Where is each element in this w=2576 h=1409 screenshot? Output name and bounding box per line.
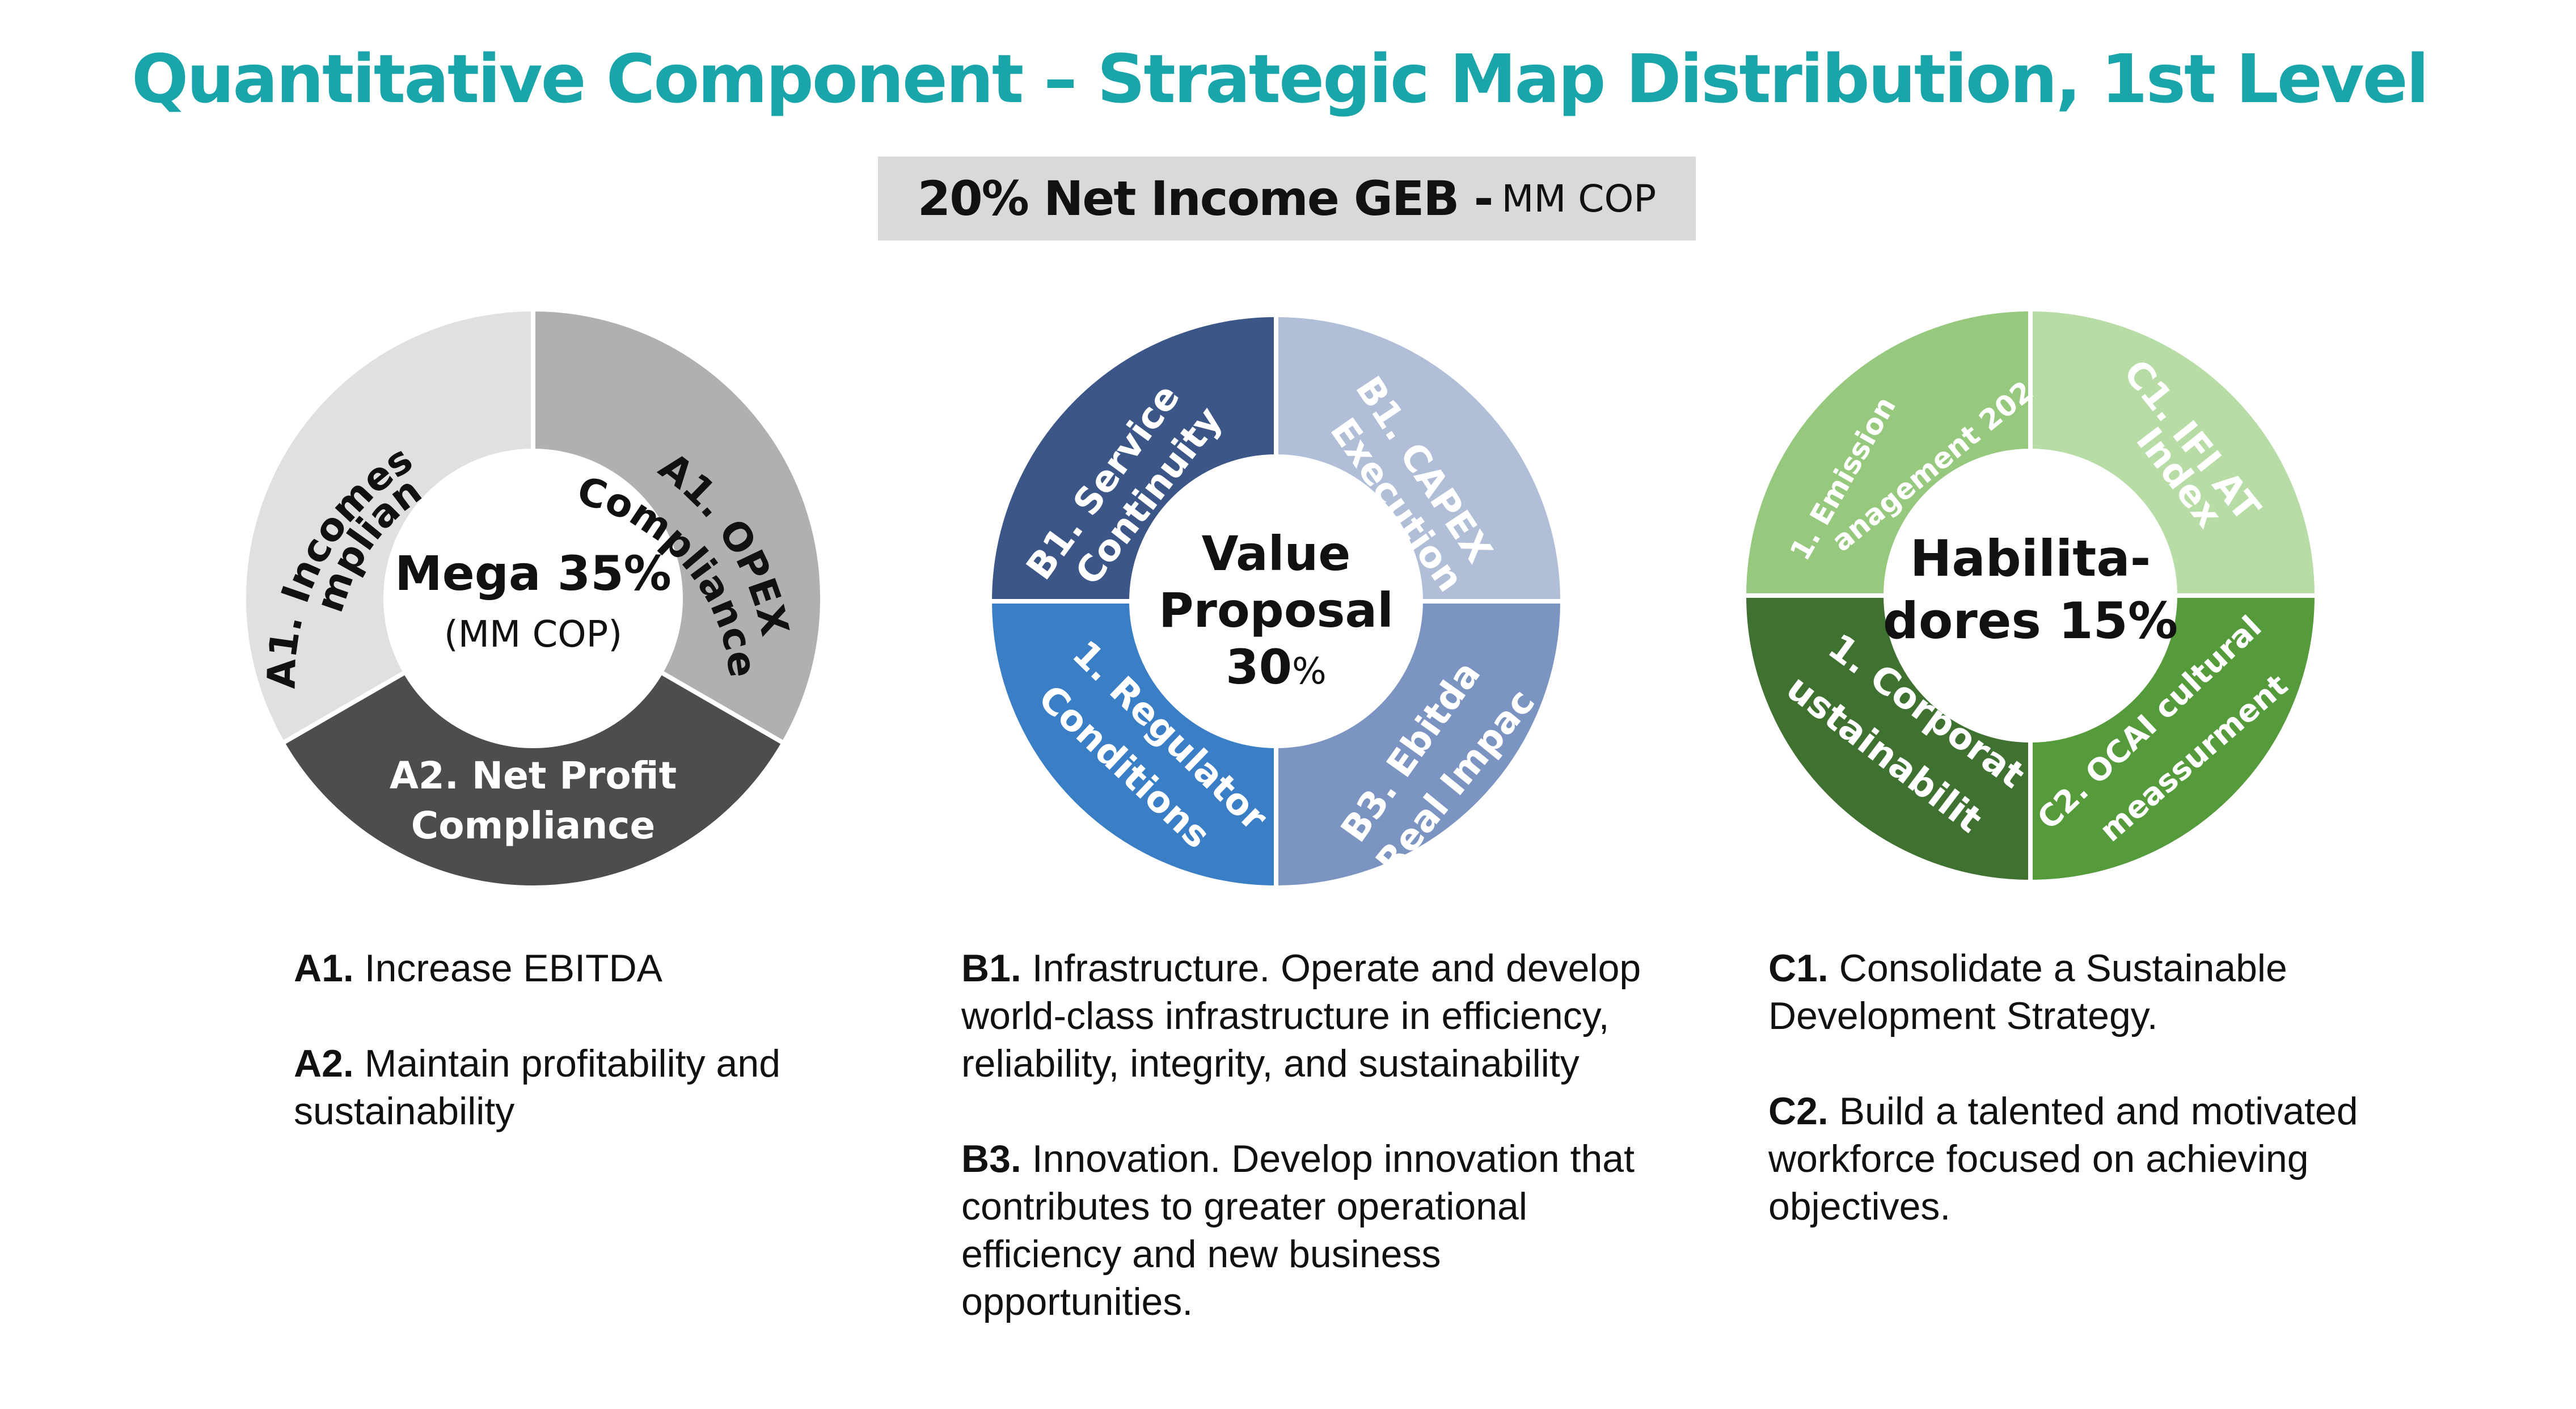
segment-b3-ebitda	[1274, 599, 1565, 891]
seg-a2-net-profit-line2: Compliance	[411, 804, 655, 847]
desc-a2-text2: sustainability	[294, 1090, 515, 1133]
segment-c2-ocai	[2028, 593, 2320, 885]
center-a-line2: (MM COP)	[444, 614, 622, 656]
center-b-unit: %	[1292, 651, 1327, 693]
page-title: Quantitative Component – Strategic Map D…	[132, 40, 2429, 118]
desc-c2-text3: objectives.	[1768, 1185, 1951, 1228]
banner-main: 20% Net Income GEB -	[917, 171, 1494, 226]
description-a: A1. Increase EBITDA A2. Maintain profita…	[294, 944, 780, 1183]
net-income-banner: 20% Net Income GEB - MM COP	[878, 157, 1696, 241]
desc-a1-code: A1.	[294, 947, 354, 990]
desc-b3-text: Innovation. Develop innovation that	[1021, 1137, 1635, 1180]
segment-c1-corporate	[1741, 593, 2033, 885]
desc-c1-text: Consolidate a Sustainable	[1828, 947, 2287, 990]
desc-b3-text4: opportunities.	[961, 1280, 1193, 1323]
seg-a1-incomes-line2: Compliance	[0, 0, 430, 618]
center-b-line3: 30%	[1226, 639, 1327, 695]
seg-a2-net-profit-line1: A2. Net Profit	[390, 754, 677, 798]
desc-a2-code: A2.	[294, 1042, 354, 1085]
center-b-line1: Value	[1202, 526, 1351, 581]
desc-c1-code: C1.	[1768, 947, 1828, 990]
segment-a1-incomes	[241, 306, 535, 746]
desc-b1: B1. Infrastructure. Operate and develop w…	[961, 944, 1641, 1087]
segment-c1-ifiat	[2028, 306, 2320, 598]
desc-b1-code: B1.	[961, 947, 1021, 990]
desc-c1: C1. Consolidate a Sustainable Development…	[1768, 944, 2358, 1040]
desc-b3: B3. Innovation. Develop innovation that c…	[961, 1135, 1641, 1326]
desc-b3-text2: contributes to greater operational	[961, 1185, 1527, 1228]
segment-b1-regulatory	[987, 599, 1278, 891]
desc-b1-text2: world-class infrastructure in efficiency…	[961, 994, 1610, 1037]
segment-b1-service	[987, 312, 1278, 604]
segment-a1-opex	[531, 306, 825, 746]
center-b-value: 30	[1226, 639, 1292, 695]
description-b: B1. Infrastructure. Operate and develop w…	[961, 944, 1641, 1373]
desc-c2: C2. Build a talented and motivated workfo…	[1768, 1087, 2358, 1230]
center-c-line2: dores 15%	[1883, 592, 2178, 650]
desc-a1-text: Increase EBITDA	[353, 947, 663, 990]
donut-a: A1. Incomes Compliance A1. OPEX Complian…	[0, 0, 825, 890]
desc-c2-code: C2.	[1768, 1090, 1828, 1133]
banner-unit: MM COP	[1501, 176, 1657, 221]
desc-b3-text3: efficiency and new business	[961, 1233, 1441, 1276]
segment-a2-net-profit	[279, 669, 787, 890]
center-b-line2: Proposal	[1159, 583, 1393, 638]
desc-a1: A1. Increase EBITDA	[294, 944, 780, 992]
desc-b1-text3: reliability, integrity, and sustainabili…	[961, 1042, 1580, 1085]
desc-a2: A2. Maintain profitability and sustainabi…	[294, 1040, 780, 1135]
desc-b1-text: Infrastructure. Operate and develop	[1021, 947, 1641, 990]
donut-b: B1. Service Continuity B1. CAPEX Executi…	[0, 0, 1565, 891]
desc-a2-text: Maintain profitability and	[353, 1042, 781, 1085]
center-c-line1: Habilita-	[1910, 529, 2151, 588]
segment-b1-capex	[1274, 312, 1565, 604]
desc-c1-text2: Development Strategy.	[1768, 994, 2158, 1037]
center-a-line1: Mega 35%	[395, 546, 672, 601]
desc-b3-code: B3.	[961, 1137, 1021, 1180]
description-c: C1. Consolidate a Sustainable Development…	[1768, 944, 2358, 1278]
segment-c1-emissions	[1741, 306, 2033, 598]
desc-c2-text2: workforce focused on achieving	[1768, 1137, 2309, 1180]
desc-c2-text: Build a talented and motivated	[1828, 1090, 2358, 1133]
